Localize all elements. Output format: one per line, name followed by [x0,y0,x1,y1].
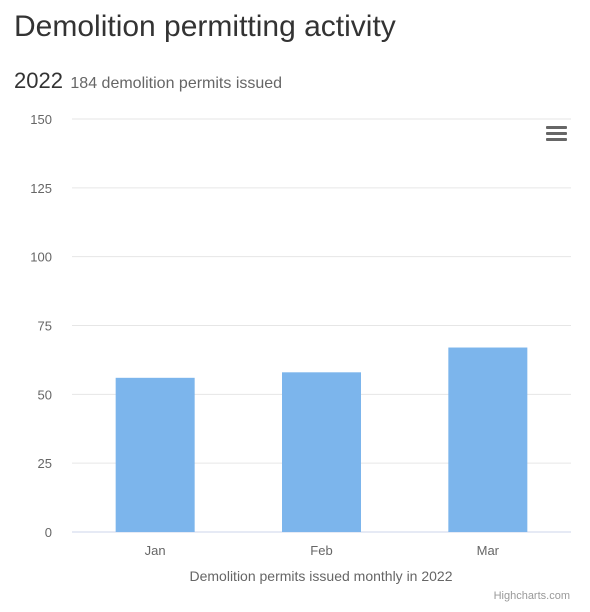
x-axis-title: Demolition permits issued monthly in 202… [189,568,452,584]
page-title: Demolition permitting activity [14,10,396,43]
hamburger-menu-icon [546,132,567,135]
x-axis-tick-labels: Jan Feb Mar [145,543,500,558]
bar-mar[interactable] [448,347,528,532]
hamburger-menu-icon [546,138,567,141]
credits-link[interactable]: Highcharts.com [493,590,570,602]
hamburger-menu-icon [546,126,567,129]
y-tick-label: 50 [38,387,52,402]
chart-menu-button[interactable] [541,121,571,149]
permit-summary: 184 demolition permits issued [70,75,283,92]
summary-line: 2022 184 demolition permits issued [14,68,282,94]
y-tick-label: 0 [45,525,52,540]
year-label: 2022 [14,68,63,93]
y-tick-label: 125 [30,181,52,196]
bar-jan[interactable] [115,377,195,532]
y-tick-label: 100 [30,250,52,265]
bar-feb[interactable] [282,372,361,532]
y-tick-label: 75 [38,319,52,334]
x-tick-label: Mar [477,543,500,558]
x-tick-label: Feb [310,543,332,558]
y-axis-tick-labels: 0 25 50 75 100 125 150 [30,112,52,540]
x-tick-label: Jan [145,543,166,558]
y-tick-label: 150 [30,112,52,127]
y-tick-label: 25 [38,456,52,471]
bars [115,347,528,532]
